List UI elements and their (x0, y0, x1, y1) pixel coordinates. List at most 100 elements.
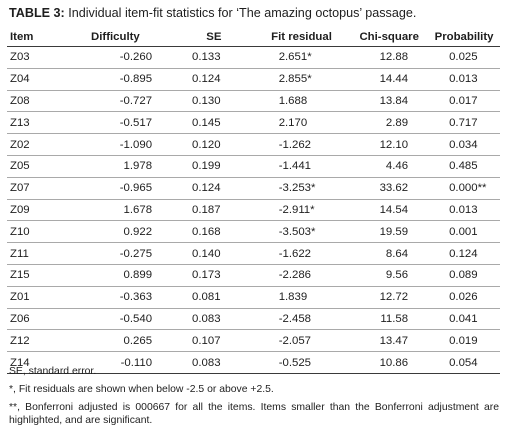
cell-probability: 0.013 (428, 199, 500, 222)
cell-difficulty: 0.899 (55, 264, 176, 287)
cell-difficulty: 0.922 (55, 220, 176, 244)
table-row: Z08 -0.727 0.130 1.688 13.84 0.017 (7, 90, 500, 113)
cell-item: Z10 (7, 220, 56, 244)
header-item: Item (7, 27, 56, 47)
header-chi-square: Chi-square (350, 27, 429, 47)
cell-chi-square: 14.54 (350, 199, 429, 222)
cell-difficulty: 1.678 (55, 199, 176, 222)
note-se: SE, standard error. (9, 366, 97, 377)
cell-se: 0.124 (175, 177, 253, 200)
table-row: Z11 -0.275 0.140 -1.622 8.64 0.124 (7, 242, 500, 265)
cell-chi-square: 12.72 (350, 286, 429, 309)
cell-se: 0.140 (175, 242, 253, 265)
cell-chi-square: 11.58 (350, 308, 429, 331)
cell-item: Z09 (7, 199, 56, 222)
note-bonferroni: **, Bonferroni adjusted is 000667 for al… (9, 402, 499, 426)
header-se: SE (175, 27, 253, 47)
cell-chi-square: 13.84 (350, 90, 429, 113)
table-row: Z15 0.899 0.173 -2.286 9.56 0.089 (7, 264, 500, 287)
cell-chi-square: 13.47 (350, 329, 429, 353)
cell-difficulty: -0.540 (55, 308, 176, 331)
header-probability: Probability (428, 27, 500, 47)
cell-chi-square: 19.59 (350, 220, 429, 244)
header-fit-residual: Fit residual (252, 27, 351, 47)
cell-probability: 0.124 (428, 242, 500, 265)
table-row: Z01 -0.363 0.081 1.839 12.72 0.026 (7, 286, 500, 309)
item-fit-table: Item Difficulty SE Fit residual Chi-squa… (7, 27, 500, 374)
note-fit-residual: *, Fit residuals are shown when below -2… (9, 384, 274, 395)
cell-difficulty: -0.965 (55, 177, 176, 200)
cell-item: Z14 (7, 351, 56, 374)
cell-probability: 0.089 (428, 264, 500, 287)
cell-difficulty: -0.727 (55, 90, 176, 113)
table-title: Individual item-fit statistics for ‘The … (68, 6, 417, 20)
cell-fit-residual: 1.839 (252, 286, 351, 309)
cell-item: Z02 (7, 133, 56, 156)
cell-se: 0.187 (175, 199, 253, 222)
cell-item: Z05 (7, 155, 56, 178)
cell-item: Z11 (7, 242, 56, 265)
cell-se: 0.081 (175, 286, 253, 309)
cell-difficulty: -0.517 (55, 111, 176, 135)
cell-difficulty: -0.895 (55, 68, 176, 91)
cell-se: 0.107 (175, 329, 253, 353)
cell-item: Z12 (7, 329, 56, 353)
cell-se: 0.083 (175, 351, 253, 374)
cell-item: Z13 (7, 111, 56, 135)
cell-se: 0.083 (175, 308, 253, 331)
table-row: Z03 -0.260 0.133 2.651* 12.88 0.025 (7, 46, 500, 69)
cell-item: Z01 (7, 286, 56, 309)
cell-chi-square: 14.44 (350, 68, 429, 91)
cell-item: Z06 (7, 308, 56, 331)
cell-se: 0.124 (175, 68, 253, 91)
cell-difficulty: 0.265 (55, 329, 176, 353)
table-row: Z13 -0.517 0.145 2.170 2.89 0.717 (7, 111, 500, 135)
header-row: Item Difficulty SE Fit residual Chi-squa… (7, 27, 500, 47)
cell-chi-square: 4.46 (350, 155, 429, 178)
cell-probability: 0.034 (428, 133, 500, 156)
cell-item: Z04 (7, 68, 56, 91)
table-row: Z06 -0.540 0.083 -2.458 11.58 0.041 (7, 308, 500, 331)
table-row: Z05 1.978 0.199 -1.441 4.46 0.485 (7, 155, 500, 178)
cell-probability: 0.017 (428, 90, 500, 113)
cell-difficulty: -1.090 (55, 133, 176, 156)
cell-se: 0.173 (175, 264, 253, 287)
table-row: Z10 0.922 0.168 -3.503* 19.59 0.001 (7, 220, 500, 244)
cell-fit-residual: -2.911* (252, 199, 351, 222)
cell-difficulty: -0.260 (55, 46, 176, 69)
table-caption: TABLE 3: Individual item-fit statistics … (9, 6, 416, 20)
table-row: Z04 -0.895 0.124 2.855* 14.44 0.013 (7, 68, 500, 91)
cell-probability: 0.019 (428, 329, 500, 353)
cell-probability: 0.485 (428, 155, 500, 178)
cell-difficulty: -0.110 (55, 351, 176, 374)
cell-probability: 0.013 (428, 68, 500, 91)
cell-chi-square: 12.10 (350, 133, 429, 156)
cell-fit-residual: 2.170 (252, 111, 351, 135)
cell-item: Z15 (7, 264, 56, 287)
cell-probability: 0.025 (428, 46, 500, 69)
cell-chi-square: 10.86 (350, 351, 429, 374)
cell-probability: 0.026 (428, 286, 500, 309)
cell-fit-residual: 2.855* (252, 68, 351, 91)
cell-fit-residual: -1.441 (252, 155, 351, 178)
cell-chi-square: 12.88 (350, 46, 429, 69)
table-row: Z02 -1.090 0.120 -1.262 12.10 0.034 (7, 133, 500, 156)
cell-fit-residual: -2.057 (252, 329, 351, 353)
cell-probability: 0.717 (428, 111, 500, 135)
cell-item: Z08 (7, 90, 56, 113)
cell-fit-residual: -1.262 (252, 133, 351, 156)
table-row: Z14 -0.110 0.083 -0.525 10.86 0.054 (7, 351, 500, 374)
table-body: Z03 -0.260 0.133 2.651* 12.88 0.025 Z04 -0.895 0… (7, 46, 500, 374)
cell-se: 0.120 (175, 133, 253, 156)
cell-difficulty: -0.363 (55, 286, 176, 309)
table-notes: SE, standard error. *, Fit residuals are… (9, 365, 499, 432)
cell-se: 0.133 (175, 46, 253, 69)
header-difficulty: Difficulty (55, 27, 176, 47)
cell-fit-residual: -2.458 (252, 308, 351, 331)
cell-chi-square: 9.56 (350, 264, 429, 287)
cell-chi-square: 2.89 (350, 111, 429, 135)
cell-fit-residual: -1.622 (252, 242, 351, 265)
cell-se: 0.199 (175, 155, 253, 178)
cell-item: Z03 (7, 46, 56, 69)
cell-chi-square: 33.62 (350, 177, 429, 200)
